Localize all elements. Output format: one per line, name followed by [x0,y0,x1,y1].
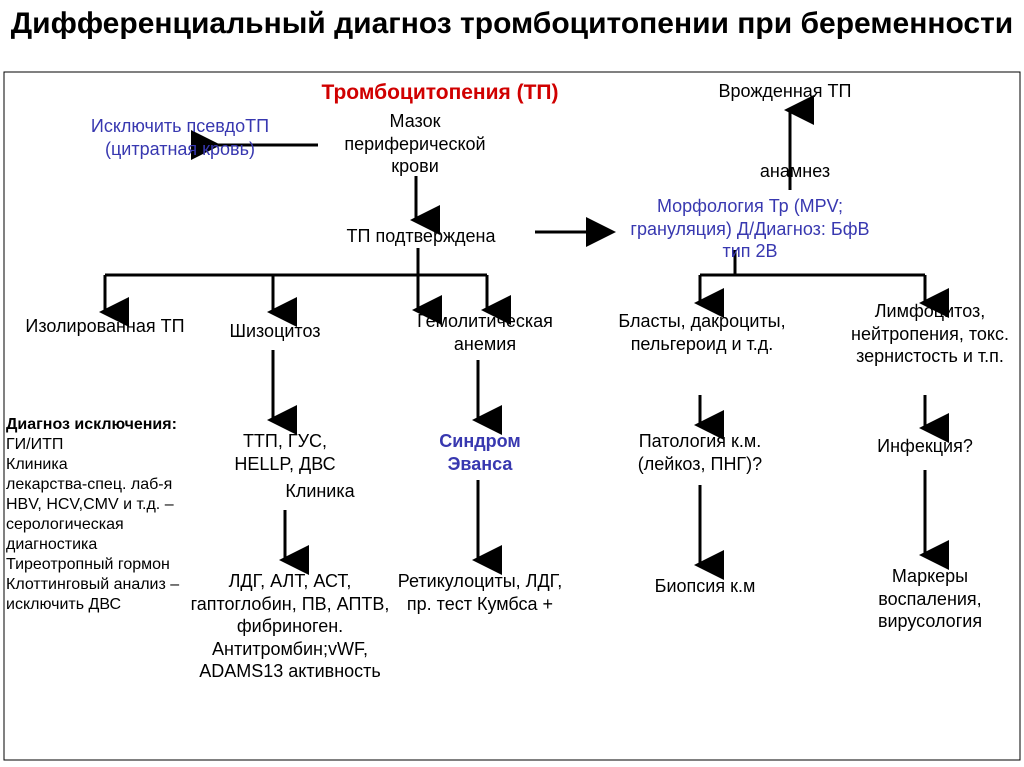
node-lympho: Лимфоцитоз, нейтропения, токс. зернистос… [850,300,1010,368]
node-anamnez: анамнез [745,160,845,183]
node-klinika-text: Клиника [285,481,354,501]
node-evans: Синдром Эванса [420,430,540,475]
node-tp-text: Тромбоцитопения (ТП) [321,81,558,104]
node-infection-text: Инфекция? [877,436,973,456]
node-morphology-text: Морфология Тр (MPV; грануляция) Д/Диагно… [630,196,869,261]
node-anamnez-text: анамнез [760,161,830,181]
node-smear: Мазок периферической крови [320,110,510,178]
node-confirmed-text: ТП подтверждена [347,226,496,246]
node-infection: Инфекция? [855,435,995,458]
node-smear-text: Мазок периферической крови [344,111,485,176]
title: Дифференциальный диагноз тромбоцитопении… [0,5,1024,43]
title-text: Дифференциальный диагноз тромбоцитопении… [11,7,1013,40]
node-hemolytic-text: Гемолитическая анемия [417,311,553,354]
node-shizo-text: Шизоцитоз [229,321,320,341]
node-pseudo-text: Исключить псевдоТП (цитратная кровь) [91,116,269,159]
node-retic: Ретикулоциты, ЛДГ, пр. тест Кумбса + [390,570,570,615]
arrow-3 [105,248,487,312]
node-biopsy-text: Биопсия к.м [655,576,756,596]
node-exclusion_head-text: Диагноз исключения: [6,416,177,433]
node-hemolytic: Гемолитическая анемия [400,310,570,355]
node-lympho-text: Лимфоцитоз, нейтропения, токс. зернистос… [851,301,1009,366]
node-exclusion_body-text: ГИ/ИТП Клиника лекарства-спец. лаб-я HBV… [6,436,179,613]
node-exclusion_head: Диагноз исключения: [6,415,206,435]
node-blasts: Бласты, дакроциты, пельгероид и т.д. [612,310,792,355]
node-evans-text: Синдром Эванса [439,431,520,474]
node-blasts-text: Бласты, дакроциты, пельгероид и т.д. [618,311,785,354]
node-markers: Маркеры воспаления, вирусология [850,565,1010,633]
node-confirmed: ТП подтверждена [316,225,526,248]
node-ldg: ЛДГ, АЛТ, АСТ, гаптоглобин, ПВ, АПТВ, фи… [190,570,390,683]
node-pathology: Патология к.м. (лейкоз, ПНГ)? [610,430,790,475]
node-shizo: Шизоцитоз [205,320,345,343]
node-isolated: Изолированная ТП [25,315,185,338]
node-klinika: Клиника [260,480,380,503]
node-congenital-text: Врожденная ТП [719,81,852,101]
node-ttp-text: ТТП, ГУС, HELLP, ДВС [234,431,335,474]
node-exclusion_body: ГИ/ИТП Клиника лекарства-спец. лаб-я HBV… [6,435,206,615]
node-ldg-text: ЛДГ, АЛТ, АСТ, гаптоглобин, ПВ, АПТВ, фи… [191,571,390,681]
node-morphology: Морфология Тр (MPV; грануляция) Д/Диагно… [625,195,875,263]
node-markers-text: Маркеры воспаления, вирусология [878,566,982,631]
node-congenital: Врожденная ТП [700,80,870,103]
node-biopsy: Биопсия к.м [625,575,785,598]
node-retic-text: Ретикулоциты, ЛДГ, пр. тест Кумбса + [398,571,562,614]
node-ttp: ТТП, ГУС, HELLP, ДВС [220,430,350,475]
node-isolated-text: Изолированная ТП [25,316,184,336]
node-pseudo: Исключить псевдоТП (цитратная кровь) [80,115,280,160]
node-pathology-text: Патология к.м. (лейкоз, ПНГ)? [638,431,762,474]
node-tp: Тромбоцитопения (ТП) [300,80,580,106]
